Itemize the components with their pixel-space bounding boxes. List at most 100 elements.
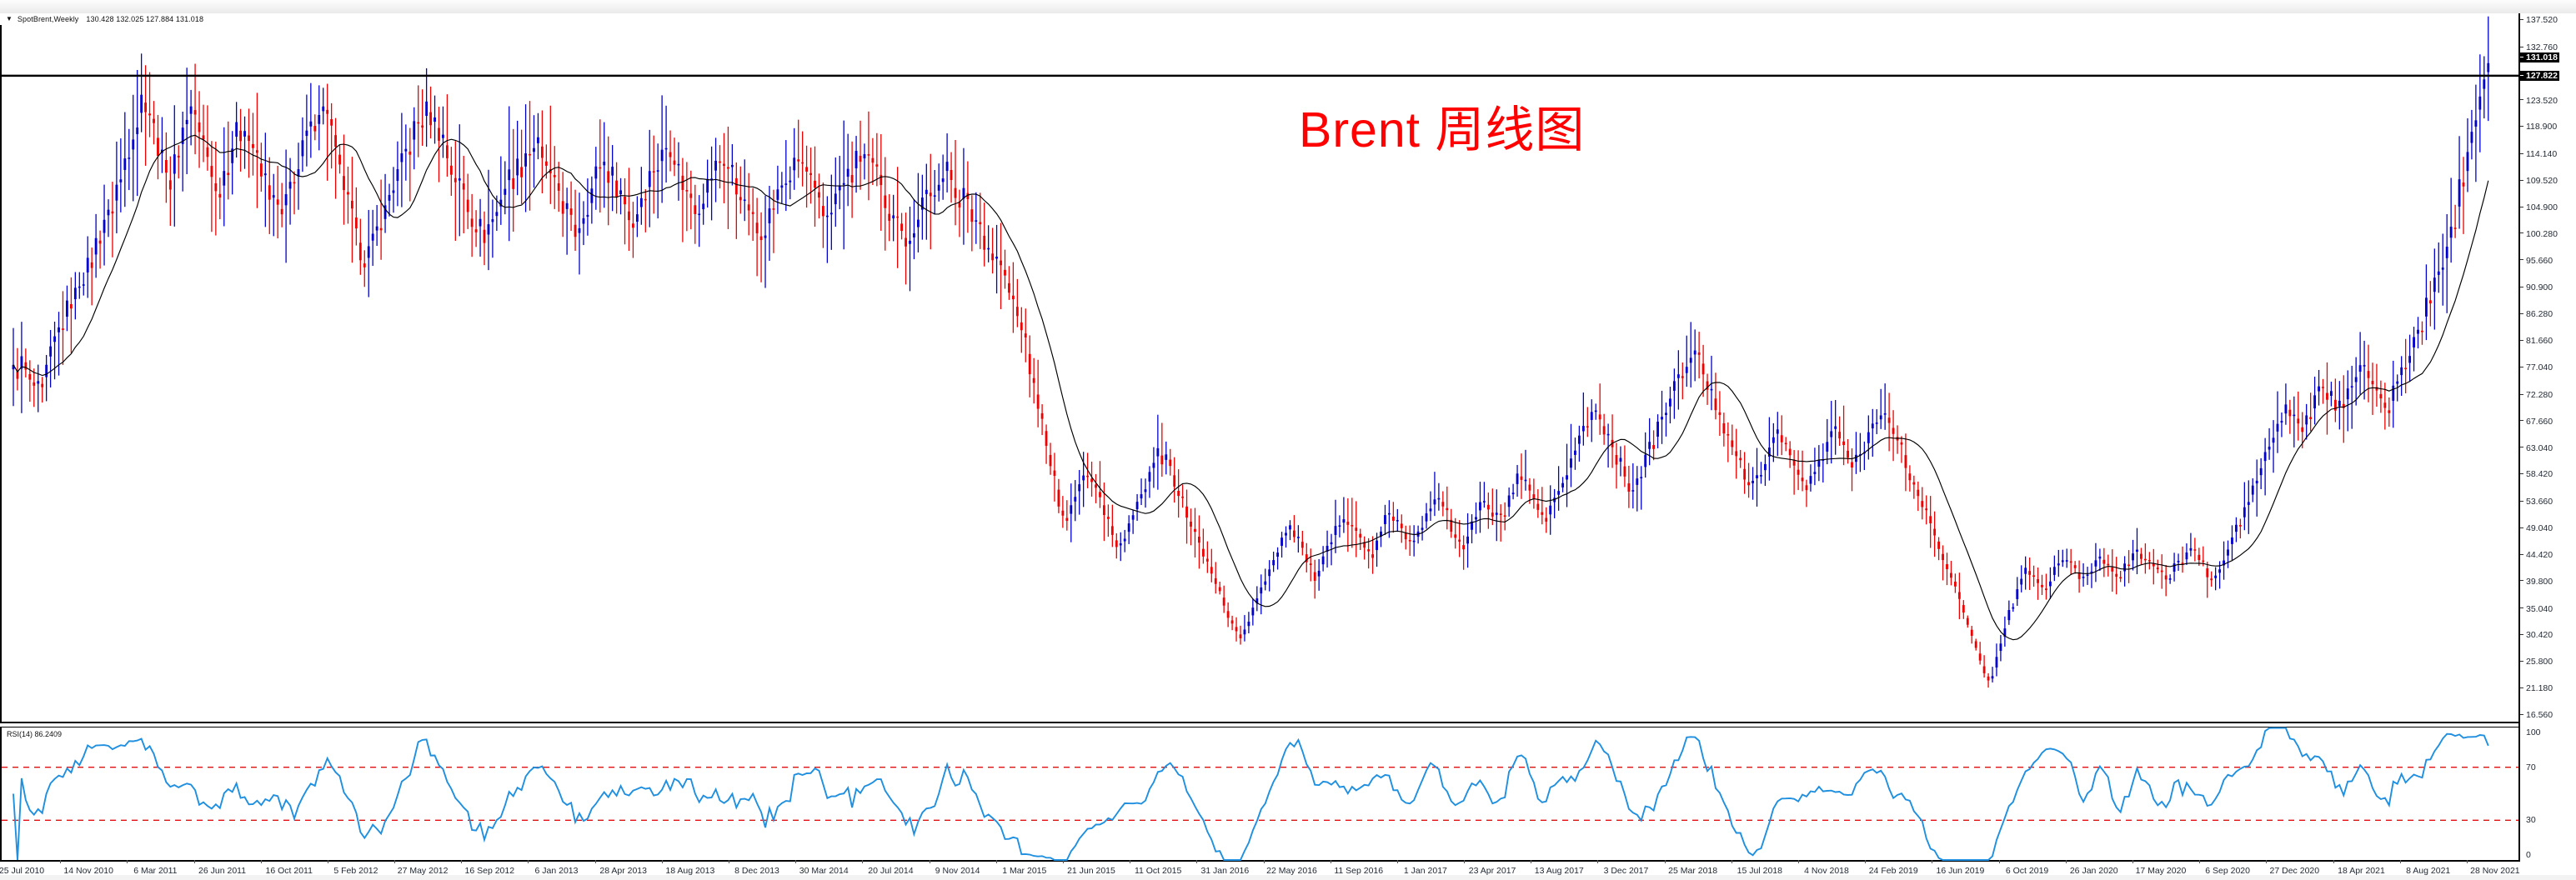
candle-body	[2338, 400, 2341, 407]
price-axis-tick: 35.040	[2520, 604, 2553, 614]
candle-body	[2379, 393, 2383, 399]
symbol-label: SpotBrent,Weekly	[17, 15, 79, 23]
candle-body	[1574, 450, 1576, 455]
date-axis-label: 14 Nov 2010	[63, 866, 113, 876]
date-axis-label: 6 Mar 2011	[133, 866, 178, 876]
candle-body	[1024, 333, 1027, 338]
candle-body	[1045, 431, 1048, 447]
candle-body	[1879, 415, 1882, 420]
candle-body	[1570, 458, 1572, 468]
candle-body	[544, 161, 548, 166]
candle-body	[1549, 505, 1552, 515]
candle-body	[714, 160, 717, 171]
candle-body	[2313, 395, 2317, 409]
candle-body	[520, 167, 524, 178]
candle-body	[995, 256, 998, 259]
candle-body	[607, 171, 610, 183]
candle-body	[619, 190, 622, 195]
candle-body	[408, 151, 412, 155]
candle-body	[1929, 516, 1932, 524]
candle-body	[1541, 512, 1544, 515]
candle-body	[2462, 182, 2465, 187]
candle-body	[648, 171, 651, 188]
price-axis[interactable]: 137.520 132.760 123.520 118.900 114.140 109.5…	[2518, 13, 2576, 862]
candle-body	[1921, 501, 1924, 508]
candle-body	[1177, 490, 1180, 497]
price-axis-tick: 100.280	[2520, 229, 2558, 239]
candle-body	[1255, 598, 1259, 604]
candle-body	[2123, 563, 2127, 572]
triangle-down-icon[interactable]: ▼	[6, 15, 13, 22]
date-axis-label: 6 Oct 2019	[2005, 866, 2049, 876]
candle-body	[1764, 463, 1767, 471]
candle-body	[1577, 435, 1581, 444]
candle-body	[1391, 516, 1395, 521]
candle-body	[2358, 365, 2362, 372]
candle-body	[516, 158, 519, 176]
candle-body	[925, 189, 928, 194]
candle-body	[2354, 377, 2358, 382]
candle-body	[466, 199, 469, 212]
candle-body	[202, 135, 205, 140]
candle-body	[829, 212, 833, 215]
candle-body	[1396, 520, 1399, 522]
candle-body	[2433, 278, 2436, 292]
candle-body	[1644, 454, 1647, 468]
candle-body	[1400, 523, 1403, 528]
candle-body	[168, 180, 172, 190]
candle-body	[2449, 227, 2453, 238]
candle-body	[859, 155, 862, 162]
candle-body	[1648, 442, 1651, 449]
candle-body	[1516, 473, 1519, 484]
candle-body	[1462, 545, 1466, 550]
candle-body	[747, 204, 750, 211]
date-axis-tick	[995, 860, 997, 863]
candle-body	[1714, 398, 1717, 411]
candle-body	[1495, 512, 1498, 515]
candle-body	[660, 149, 664, 162]
candle-body	[1520, 476, 1523, 480]
candle-body	[94, 238, 98, 255]
candle-body	[1103, 505, 1105, 516]
price-chart-panel[interactable]	[0, 25, 2518, 723]
candle-body	[231, 148, 234, 163]
candle-body	[62, 328, 64, 330]
chart-overlay-title: Brent 周线图	[1299, 102, 1586, 158]
candle-body	[1260, 587, 1263, 594]
date-axis-tick	[461, 860, 463, 863]
candle-body	[1412, 540, 1416, 542]
candle-body	[768, 208, 771, 223]
candle-body	[2445, 246, 2448, 258]
candle-body	[2255, 480, 2258, 484]
candle-body	[2094, 560, 2097, 567]
candle-body	[933, 195, 936, 198]
price-axis-tick: 39.800	[2520, 577, 2553, 587]
candle-body	[1615, 455, 1618, 465]
candle-body	[1747, 482, 1751, 486]
candle-body	[239, 130, 242, 142]
candle-body	[1743, 468, 1747, 480]
candle-body	[2483, 79, 2486, 89]
candle-body	[1135, 502, 1139, 509]
candle-body	[801, 162, 804, 164]
candle-body	[574, 224, 577, 238]
candle-body	[2425, 298, 2428, 317]
date-axis-label: 28 Nov 2021	[2470, 866, 2520, 876]
candle-body	[1524, 479, 1527, 482]
candle-body	[1887, 418, 1891, 423]
candle-body	[1847, 450, 1849, 458]
candle-body	[2367, 371, 2370, 378]
date-axis-label: 18 Aug 2013	[665, 866, 715, 876]
candle-body	[111, 211, 114, 214]
candle-body	[1697, 352, 1701, 355]
candle-body	[1185, 506, 1188, 518]
candle-body	[2206, 568, 2209, 578]
candle-body	[1640, 477, 1643, 478]
candle-body	[755, 222, 759, 233]
rsi-indicator-panel[interactable]	[0, 727, 2518, 862]
candle-body	[1731, 440, 1734, 448]
candle-body	[1082, 475, 1085, 481]
candle-body	[1123, 538, 1126, 542]
candle-body	[594, 166, 598, 179]
date-axis-tick	[2266, 860, 2268, 863]
